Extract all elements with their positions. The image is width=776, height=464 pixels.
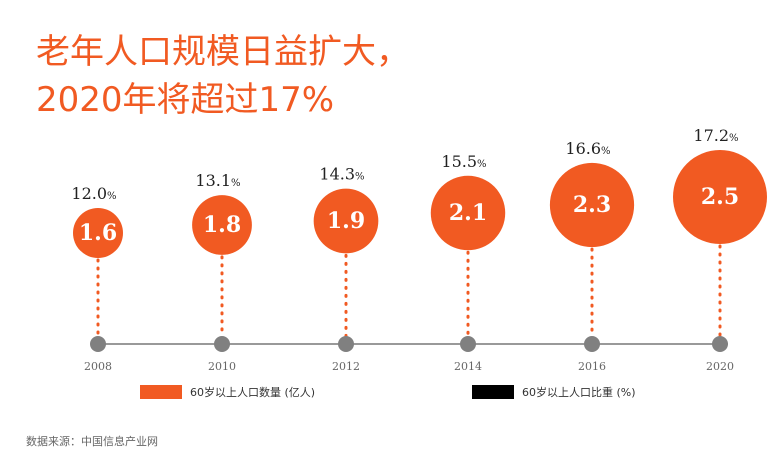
data-source-note: 数据来源：中国信息产业网: [26, 435, 158, 448]
legend-swatch-population: [140, 385, 182, 399]
timeline-dot: [338, 336, 354, 352]
timeline-dot: [712, 336, 728, 352]
legend-label-population: 60岁以上人口数量 (亿人): [190, 386, 316, 399]
chart-title: 老年人口规模日益扩大， 2020年将超过17%: [36, 32, 410, 120]
percent-sign: %: [355, 172, 365, 183]
legend-swatch-ratio: [472, 385, 514, 399]
percent-sign: %: [231, 178, 241, 189]
percent-sign: %: [601, 146, 611, 157]
population-value-label: 1.9: [327, 208, 365, 234]
year-label: 2010: [208, 360, 236, 373]
percent-sign: %: [107, 191, 117, 202]
population-bubble: [430, 175, 506, 251]
population-value-label: 2.1: [449, 200, 487, 226]
population-bubble: [73, 208, 123, 258]
ratio-value-label: 13.1%: [195, 171, 240, 190]
ratio-value-label: 15.5%: [441, 152, 486, 171]
population-value-label: 2.3: [573, 192, 611, 218]
ratio-value-label: 12.0%: [71, 184, 116, 203]
population-bubble: [673, 150, 767, 244]
ratio-value-label: 14.3%: [319, 165, 364, 184]
percent-sign: %: [729, 133, 739, 144]
ratio-value-label: 17.2%: [693, 126, 738, 145]
population-bubble: [313, 188, 379, 254]
percent-sign: %: [477, 159, 487, 170]
legend-item-ratio: 60岁以上人口比重 (%): [472, 384, 636, 400]
population-value-label: 1.8: [203, 212, 241, 238]
timeline-dot: [584, 336, 600, 352]
year-label: 2020: [706, 360, 734, 373]
year-label: 2012: [332, 360, 360, 373]
ratio-value-label: 16.6%: [565, 139, 610, 158]
population-value-label: 1.6: [79, 220, 117, 246]
timeline-dot: [90, 336, 106, 352]
year-label: 2008: [84, 360, 112, 373]
year-label: 2016: [578, 360, 606, 373]
legend-label-ratio: 60岁以上人口比重 (%): [522, 386, 636, 399]
timeline-dot: [214, 336, 230, 352]
population-value-label: 2.5: [701, 184, 739, 210]
timeline-dot: [460, 336, 476, 352]
population-bubble: [549, 162, 635, 248]
legend-item-population: 60岁以上人口数量 (亿人): [140, 384, 315, 400]
year-label: 2014: [454, 360, 482, 373]
population-bubble: [192, 195, 252, 255]
